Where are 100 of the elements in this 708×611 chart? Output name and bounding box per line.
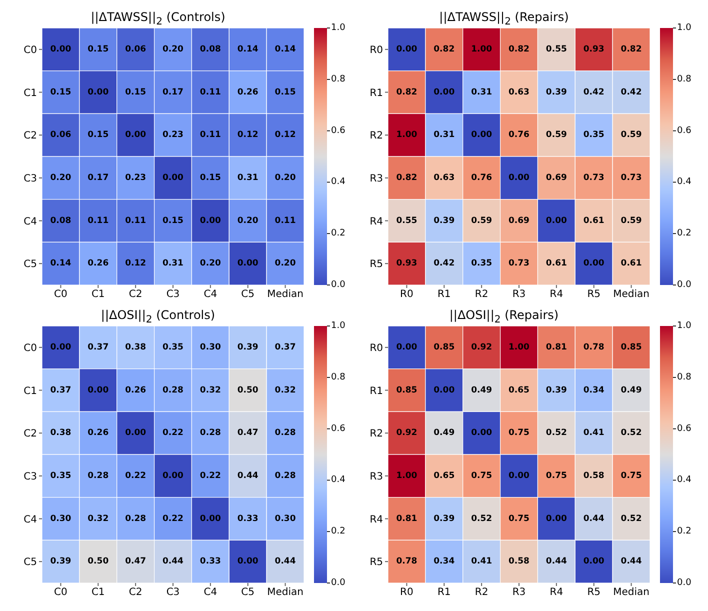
data-label: 0.26 — [88, 428, 109, 438]
data-label: 0.11 — [88, 216, 109, 226]
data-label: 0.28 — [200, 428, 221, 438]
data-label: 0.44 — [237, 470, 258, 481]
data-label: 0.52 — [546, 428, 567, 438]
data-label: 0.44 — [620, 556, 642, 567]
data-label: 0.31 — [237, 172, 258, 183]
data-label: 0.42 — [434, 258, 455, 269]
data-label: 0.92 — [396, 428, 418, 438]
data-label: 0.39 — [237, 342, 258, 352]
data-label: 0.12 — [237, 130, 258, 140]
data-label: 0.00 — [200, 514, 221, 524]
data-label: 0.42 — [620, 87, 642, 98]
data-label: 0.30 — [200, 342, 221, 352]
y-tick-label: C4 — [24, 514, 37, 526]
data-label: 0.63 — [508, 87, 530, 98]
data-label: 1.00 — [396, 470, 418, 481]
y-tick-label: R1 — [370, 386, 383, 397]
color-bar-label: 1.0 — [677, 23, 692, 33]
y-tick-label: R3 — [370, 173, 383, 184]
data-label: 0.14 — [274, 44, 296, 54]
y-tick-label: R0 — [370, 44, 383, 56]
x-tick-label: Median — [267, 587, 304, 598]
data-label: 0.23 — [125, 172, 146, 183]
data-label: 0.06 — [125, 44, 146, 54]
data-label: 0.55 — [546, 44, 567, 54]
data-label: 0.00 — [583, 258, 604, 269]
data-label: 0.00 — [162, 470, 184, 481]
data-label: 0.37 — [88, 342, 109, 352]
data-label: 0.44 — [162, 556, 184, 567]
data-label: 0.76 — [508, 130, 530, 140]
data-label: 0.00 — [434, 385, 455, 396]
data-label: 0.44 — [546, 556, 567, 567]
data-label: 0.17 — [88, 172, 109, 183]
data-label: 0.15 — [88, 130, 109, 140]
data-label: 0.44 — [583, 514, 604, 524]
y-tick-label: C4 — [24, 216, 37, 228]
data-label: 0.75 — [508, 514, 530, 524]
x-tick-label: C2 — [128, 289, 142, 300]
x-tick-label: R2 — [474, 587, 488, 598]
data-label: 0.33 — [237, 514, 258, 524]
data-label: 0.93 — [396, 258, 418, 269]
data-label: 0.15 — [162, 216, 184, 226]
x-tick-label: C3 — [166, 289, 180, 300]
data-label: 0.08 — [50, 216, 72, 226]
data-label: 0.78 — [396, 556, 418, 567]
color-bar-label: 0.6 — [331, 126, 346, 136]
color-bar-label: 0.4 — [677, 475, 692, 486]
x-tick-label: R2 — [474, 289, 488, 300]
data-label: 0.50 — [237, 385, 258, 396]
y-tick-label: R3 — [370, 471, 383, 482]
data-label: 0.38 — [125, 342, 146, 352]
data-label: 0.06 — [50, 130, 72, 140]
x-tick-label: R1 — [437, 587, 451, 598]
color-bar-label: 0.2 — [331, 526, 346, 537]
data-label: 0.49 — [471, 385, 492, 396]
data-label: 0.00 — [434, 87, 455, 98]
color-bar-label: 1.0 — [677, 321, 692, 331]
y-tick-label: R5 — [370, 557, 383, 568]
data-label: 0.81 — [546, 342, 567, 352]
data-label: 0.32 — [200, 385, 221, 396]
color-bar-label: 0.0 — [677, 280, 692, 290]
y-tick-label: C2 — [24, 130, 37, 142]
data-label: 0.59 — [546, 130, 567, 140]
color-bar-label: 0.8 — [331, 372, 346, 382]
data-label: 0.69 — [546, 172, 567, 183]
data-label: 0.23 — [162, 130, 184, 140]
data-label: 0.31 — [434, 130, 455, 140]
color-bar-label: 0.4 — [331, 177, 346, 188]
x-tick-label: C0 — [54, 587, 68, 598]
data-label: 1.00 — [396, 130, 418, 140]
data-label: 0.00 — [583, 556, 604, 567]
data-label: 0.11 — [274, 216, 296, 226]
data-label: 0.37 — [274, 342, 296, 352]
data-label: 0.65 — [434, 470, 455, 481]
data-label: 0.20 — [274, 258, 296, 269]
data-label: 0.41 — [471, 556, 492, 567]
x-tick-label: C5 — [241, 289, 255, 300]
data-label: 0.26 — [88, 258, 109, 269]
data-label: 0.20 — [274, 172, 296, 183]
y-tick-label: R0 — [370, 342, 383, 354]
data-label: 0.85 — [620, 342, 642, 352]
data-label: 0.59 — [471, 216, 492, 226]
data-label: 0.65 — [508, 385, 530, 396]
data-label: 0.00 — [125, 130, 146, 140]
y-tick-label: C1 — [24, 88, 37, 99]
data-label: 0.00 — [508, 172, 530, 183]
data-label: 0.11 — [200, 130, 221, 140]
data-label: 0.39 — [546, 385, 567, 396]
data-label: 0.30 — [50, 514, 72, 524]
color-bar-label: 0.0 — [677, 578, 692, 588]
y-tick-label: C3 — [24, 173, 37, 184]
data-label: 0.00 — [396, 342, 418, 352]
data-label: 0.12 — [125, 258, 146, 269]
data-label: 0.00 — [200, 216, 221, 226]
data-label: 0.12 — [274, 130, 296, 140]
data-label: 0.35 — [50, 470, 72, 481]
x-tick-label: R5 — [587, 587, 601, 598]
data-label: 0.20 — [200, 258, 221, 269]
data-label: 0.00 — [471, 130, 492, 140]
